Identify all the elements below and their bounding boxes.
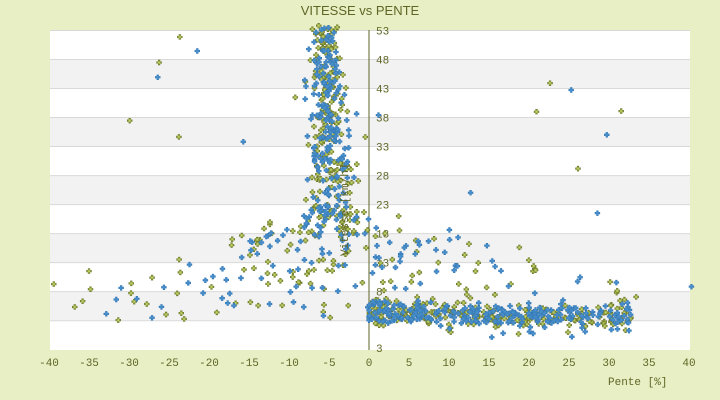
svg-text:48: 48 [376,55,389,67]
svg-text:28: 28 [376,172,389,184]
svg-text:-25: -25 [159,358,179,370]
svg-text:35: 35 [642,358,655,370]
svg-text:5: 5 [406,358,413,370]
svg-text:23: 23 [376,201,389,213]
svg-text:43: 43 [376,84,389,96]
svg-text:25: 25 [562,358,575,370]
svg-text:-40: -40 [39,358,59,370]
svg-text:0: 0 [366,358,373,370]
svg-text:33: 33 [376,143,389,155]
svg-text:15: 15 [482,358,495,370]
svg-text:30: 30 [602,358,615,370]
svg-text:10: 10 [442,358,455,370]
svg-text:-35: -35 [79,358,99,370]
svg-text:40: 40 [682,358,695,370]
svg-text:53: 53 [376,26,389,38]
svg-text:3: 3 [376,344,383,356]
svg-text:20: 20 [522,358,535,370]
svg-text:-5: -5 [322,358,335,370]
svg-text:-15: -15 [239,358,259,370]
svg-text:-20: -20 [199,358,219,370]
svg-text:-10: -10 [279,358,299,370]
svg-text:-30: -30 [119,358,139,370]
